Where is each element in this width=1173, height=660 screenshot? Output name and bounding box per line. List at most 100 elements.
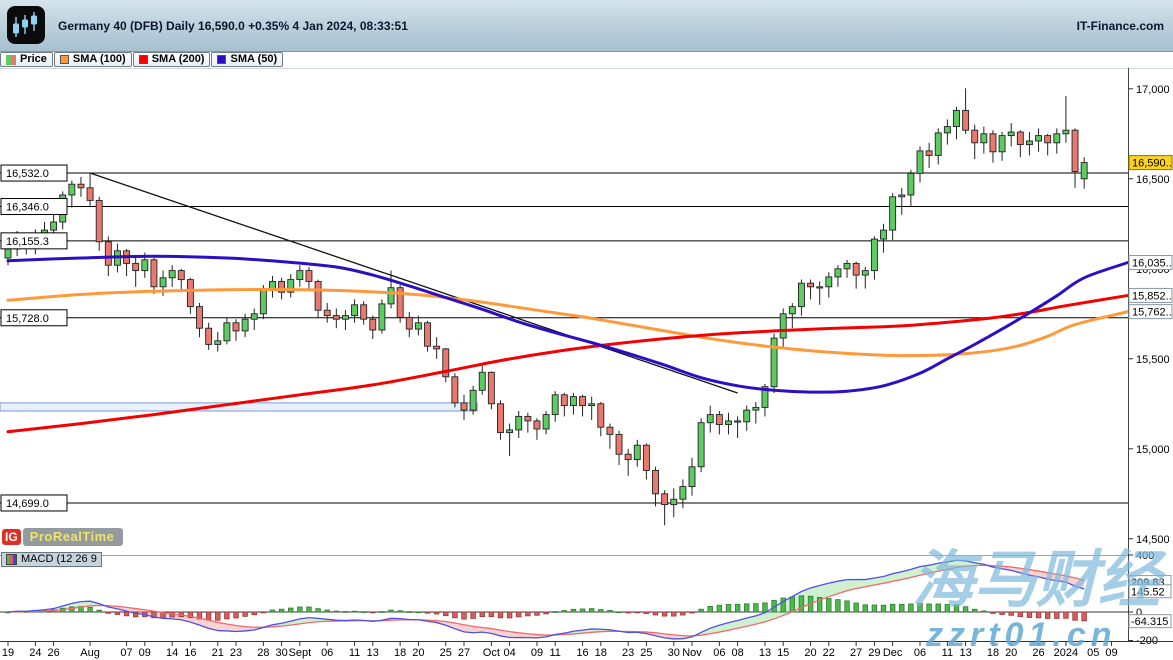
x-axis-label: 22 [823,647,835,659]
x-axis-label: 11 [549,647,560,659]
x-axis-label: 19 [2,647,14,659]
x-axis-label: 26 [1032,647,1044,659]
x-axis-label: 09 [139,647,151,659]
price-level-label: 16,346.0 [0,198,68,216]
x-axis-label: 18 [987,647,999,659]
instrument-title: Germany 40 (DFB) Daily 16,590.0 +0.35% 4… [58,19,408,33]
x-axis-label: 27 [458,647,470,659]
x-axis-label: 24 [29,647,41,659]
x-axis-label: 09 [531,647,543,659]
macd-value-box: 145.52 [1128,584,1172,599]
x-axis-label: 05 [1087,647,1099,659]
macd-axis-label: 0 [1136,607,1142,619]
x-axis-label: 13 [959,647,971,659]
svg-text:145.52: 145.52 [1131,586,1165,598]
legend-sma100-label: SMA (100) [72,53,126,65]
y-axis-label: 17,000 [1136,84,1170,96]
x-axis-label: 28 [257,647,269,659]
svg-text:-64.315: -64.315 [1131,616,1168,628]
legend-sma100-chip[interactable]: SMA (100) [53,52,132,67]
x-axis-label: 15 [777,647,789,659]
x-axis-label: 13 [367,647,379,659]
legend-sma50-chip[interactable]: SMA (50) [211,52,284,67]
sma50-swatch-icon [217,55,227,64]
x-axis-label: 16 [576,647,588,659]
x-axis-label: 20 [412,647,424,659]
x-axis-label: 16 [184,647,196,659]
x-axis-label: 27 [850,647,862,659]
prorealtime-label: ProRealTime [22,528,124,546]
svg-text:16,532.0: 16,532.0 [6,168,49,180]
x-axis-label: Sept [289,647,312,659]
x-axis-label: 06 [914,647,926,659]
candles-layer[interactable] [4,88,1088,526]
sma100-line[interactable] [6,287,1130,358]
legend-sma200-chip[interactable]: SMA (200) [132,52,211,67]
x-axis-label: Oct [483,647,500,659]
brand-label: IT-Finance.com [1076,19,1164,33]
x-axis-label: Aug [80,647,100,659]
price-chart-canvas[interactable]: 17,00016,50016,00015,50015,00014,5004000… [0,68,1173,660]
legend-price-chip[interactable]: Price [0,52,53,67]
macd-swatch-icon [6,554,17,565]
x-axis-label: 06 [713,647,725,659]
macd-label: MACD (12 26 9 [21,553,97,565]
svg-text:15,762..: 15,762.. [1132,307,1172,319]
legend-price-label: Price [20,53,47,65]
svg-text:16,590..: 16,590.. [1132,158,1172,170]
svg-text:16,155.3: 16,155.3 [6,236,49,248]
x-axis-label: Nov [682,647,702,659]
sma100-swatch-icon [59,55,69,64]
price-level-label: 16,532.0 [0,164,68,182]
axis-price-box: 16,035.. [1128,255,1173,270]
svg-text:16,346.0: 16,346.0 [6,202,49,214]
x-axis-label: 30 [668,647,680,659]
svg-text:15,728.0: 15,728.0 [6,313,49,325]
descending-trendline[interactable] [89,172,738,394]
x-axis-label: 29 [868,647,880,659]
header-bar: Germany 40 (DFB) Daily 16,590.0 +0.35% 4… [0,0,1173,52]
macd-axis-label: 400 [1136,550,1154,562]
x-axis-label: 13 [759,647,771,659]
x-axis-label: 06 [321,647,333,659]
y-axis-label: 15,000 [1136,444,1170,456]
svg-text:15,852..: 15,852.. [1132,290,1172,302]
price-level-label: 16,155.3 [0,232,68,250]
legend-row: Price SMA (100) SMA (200) SMA (50) [0,52,1173,69]
y-axis-label: 16,500 [1136,174,1170,186]
x-axis-label: 23 [230,647,242,659]
x-axis-label: 09 [1105,647,1117,659]
x-axis-label: 23 [622,647,634,659]
x-axis-label: 14 [166,647,178,659]
x-axis-label: 26 [47,647,59,659]
ig-logo-icon: IG [2,529,21,545]
x-axis-label: 21 [212,647,224,659]
x-axis-label: 20 [804,647,816,659]
x-axis-label: 18 [595,647,607,659]
x-axis-label: 20 [1005,647,1017,659]
price-candles-icon [6,54,16,65]
y-axis-label: 15,500 [1136,354,1170,366]
x-axis-label: 2024 [1054,647,1078,659]
axis-price-box: 15,852.. [1128,287,1173,303]
legend-sma200-label: SMA (200) [151,53,205,65]
x-axis-label: 11 [349,647,360,659]
sma200-swatch-icon [138,55,148,64]
y-axis-label: 14,500 [1136,534,1170,546]
x-axis-label: 11 [942,647,953,659]
price-level-label: 15,728.0 [0,309,68,327]
x-axis-label: 07 [120,647,132,659]
x-axis-label: 30 [275,647,287,659]
axis-price-box: 15,762.. [1128,304,1173,320]
legend-sma50-label: SMA (50) [230,53,278,65]
x-axis-label: 18 [394,647,406,659]
sma50-line[interactable] [6,254,1130,394]
axis-price-box: 16,590.. [1128,155,1173,171]
macd-panel[interactable] [5,559,1087,640]
prorealtime-logo[interactable]: IG ProRealTime [2,528,124,546]
candlestick-logo-icon [7,6,45,44]
sma200-line[interactable] [6,293,1130,434]
price-level-label: 14,699.0 [0,494,68,512]
macd-indicator-chip[interactable]: MACD (12 26 9 [1,552,102,567]
x-axis-label: 25 [640,647,652,659]
